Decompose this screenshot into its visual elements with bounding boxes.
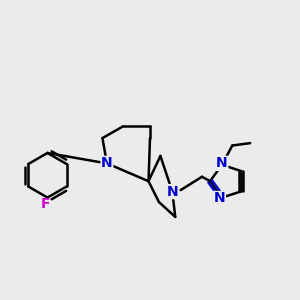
Text: F: F	[41, 197, 51, 211]
Text: N: N	[214, 191, 225, 206]
Text: N: N	[167, 184, 178, 199]
Text: N: N	[216, 156, 228, 170]
Text: N: N	[101, 156, 113, 170]
